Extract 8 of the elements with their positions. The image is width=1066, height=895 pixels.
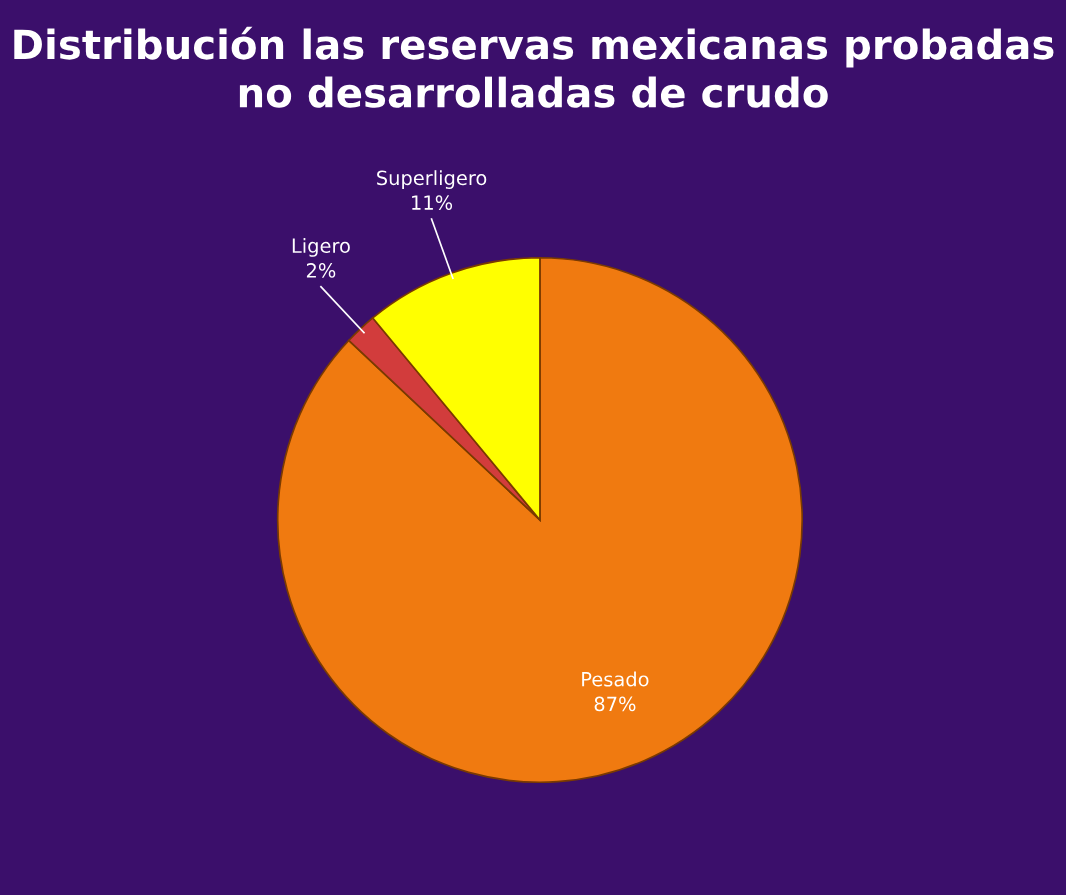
slice-label: Ligero [292,237,350,257]
data-label: 11% [412,195,453,210]
slice-label: Pesado [582,671,649,687]
chart-title: Distribución las reservas mexicanas probadas no desarrolladas de crudo [14,26,1054,108]
data-label: 2% [306,263,336,278]
slice-label: Superligero [377,170,487,190]
pie-slice [276,256,803,784]
data-label: 87% [594,696,636,712]
